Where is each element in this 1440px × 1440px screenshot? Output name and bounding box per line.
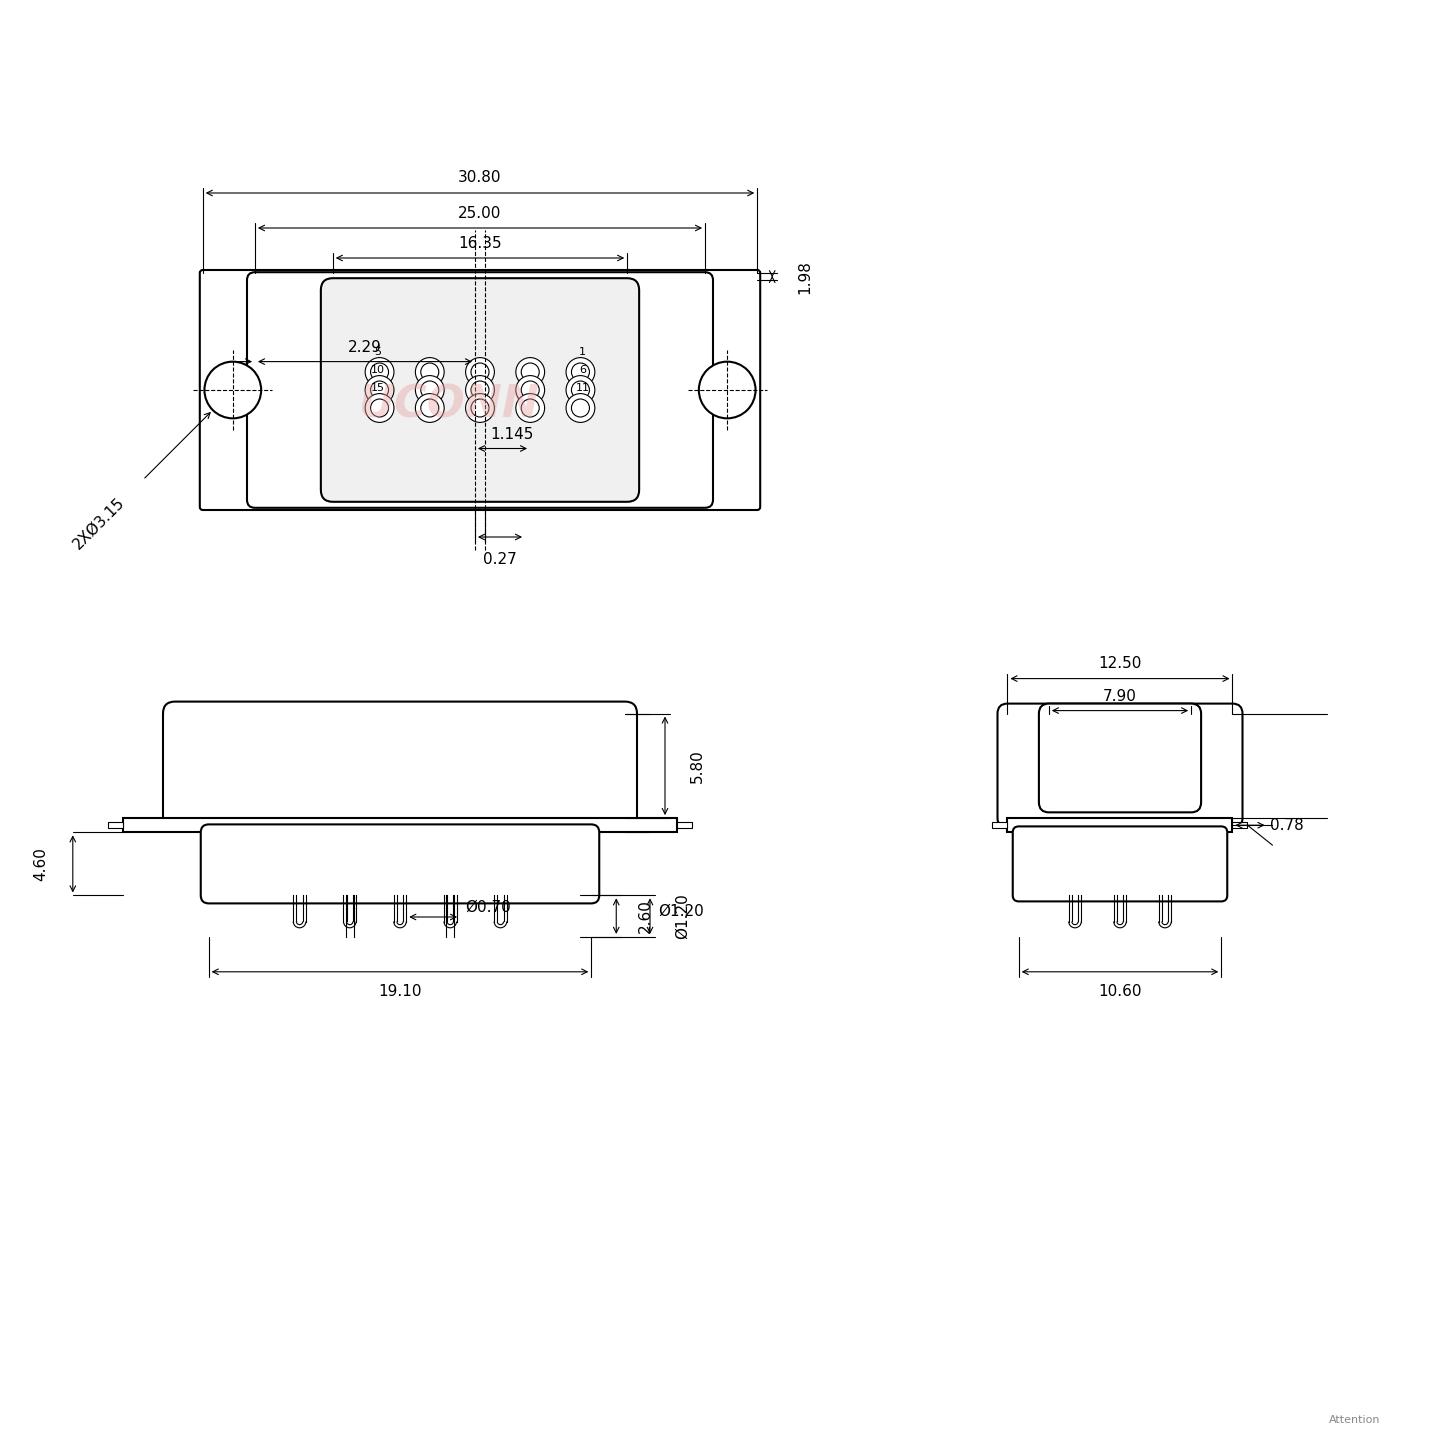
FancyBboxPatch shape bbox=[200, 271, 760, 510]
Circle shape bbox=[420, 363, 439, 382]
Circle shape bbox=[572, 382, 589, 399]
Circle shape bbox=[566, 376, 595, 405]
FancyBboxPatch shape bbox=[1012, 827, 1227, 901]
Circle shape bbox=[366, 376, 395, 405]
Bar bbox=[1008, 818, 1233, 832]
Bar bbox=[122, 818, 677, 832]
Circle shape bbox=[521, 382, 539, 399]
FancyBboxPatch shape bbox=[998, 704, 1243, 828]
Text: 5: 5 bbox=[374, 347, 382, 357]
Bar bbox=[677, 822, 693, 828]
Circle shape bbox=[521, 399, 539, 418]
Text: Ø0.70: Ø0.70 bbox=[465, 900, 511, 914]
Text: 10: 10 bbox=[370, 364, 384, 374]
Text: 30.80: 30.80 bbox=[458, 170, 501, 184]
Circle shape bbox=[366, 393, 395, 422]
Text: 7.90: 7.90 bbox=[1103, 688, 1138, 704]
Text: 4.60: 4.60 bbox=[33, 847, 48, 881]
Text: 6: 6 bbox=[579, 364, 586, 374]
Circle shape bbox=[471, 382, 490, 399]
FancyBboxPatch shape bbox=[321, 278, 639, 501]
Bar bbox=[1233, 822, 1247, 828]
Text: 2.29: 2.29 bbox=[348, 340, 382, 354]
Text: 1.145: 1.145 bbox=[491, 426, 534, 442]
Circle shape bbox=[204, 361, 261, 419]
Circle shape bbox=[471, 363, 490, 382]
Circle shape bbox=[465, 376, 494, 405]
Text: Ø1.20: Ø1.20 bbox=[658, 904, 704, 919]
Text: 25.00: 25.00 bbox=[458, 206, 501, 220]
Text: Ø1.20: Ø1.20 bbox=[675, 893, 690, 939]
FancyBboxPatch shape bbox=[163, 701, 636, 829]
Circle shape bbox=[516, 376, 544, 405]
Text: 1: 1 bbox=[579, 347, 586, 357]
Bar bbox=[108, 822, 122, 828]
Circle shape bbox=[471, 399, 490, 418]
FancyBboxPatch shape bbox=[1038, 704, 1201, 812]
Circle shape bbox=[572, 399, 589, 418]
Bar bbox=[992, 822, 1008, 828]
Text: 10.60: 10.60 bbox=[1099, 984, 1142, 999]
Circle shape bbox=[420, 399, 439, 418]
Text: Attention: Attention bbox=[1329, 1416, 1380, 1426]
Text: 12.50: 12.50 bbox=[1099, 655, 1142, 671]
Circle shape bbox=[415, 357, 444, 386]
Text: 5.80: 5.80 bbox=[690, 749, 706, 783]
Circle shape bbox=[698, 361, 756, 419]
Text: 19.10: 19.10 bbox=[379, 984, 422, 999]
Circle shape bbox=[415, 393, 444, 422]
Circle shape bbox=[516, 393, 544, 422]
Circle shape bbox=[465, 357, 494, 386]
Text: 15: 15 bbox=[370, 383, 384, 393]
Text: 11: 11 bbox=[576, 383, 589, 393]
Circle shape bbox=[465, 393, 494, 422]
Circle shape bbox=[370, 399, 389, 418]
Circle shape bbox=[415, 376, 444, 405]
FancyBboxPatch shape bbox=[200, 824, 599, 903]
Text: UCONN: UCONN bbox=[360, 383, 540, 426]
Circle shape bbox=[566, 393, 595, 422]
Circle shape bbox=[521, 363, 539, 382]
Circle shape bbox=[370, 382, 389, 399]
Circle shape bbox=[370, 363, 389, 382]
FancyBboxPatch shape bbox=[248, 272, 713, 508]
Text: 16.35: 16.35 bbox=[458, 236, 501, 251]
Text: 1.98: 1.98 bbox=[798, 259, 812, 294]
Circle shape bbox=[566, 357, 595, 386]
Text: 2.60: 2.60 bbox=[638, 899, 654, 933]
Text: 0.27: 0.27 bbox=[484, 552, 517, 567]
Circle shape bbox=[516, 357, 544, 386]
Text: 2XØ3.15: 2XØ3.15 bbox=[71, 495, 128, 553]
Text: 0.78: 0.78 bbox=[1270, 818, 1305, 832]
Circle shape bbox=[366, 357, 395, 386]
Circle shape bbox=[420, 382, 439, 399]
Circle shape bbox=[572, 363, 589, 382]
